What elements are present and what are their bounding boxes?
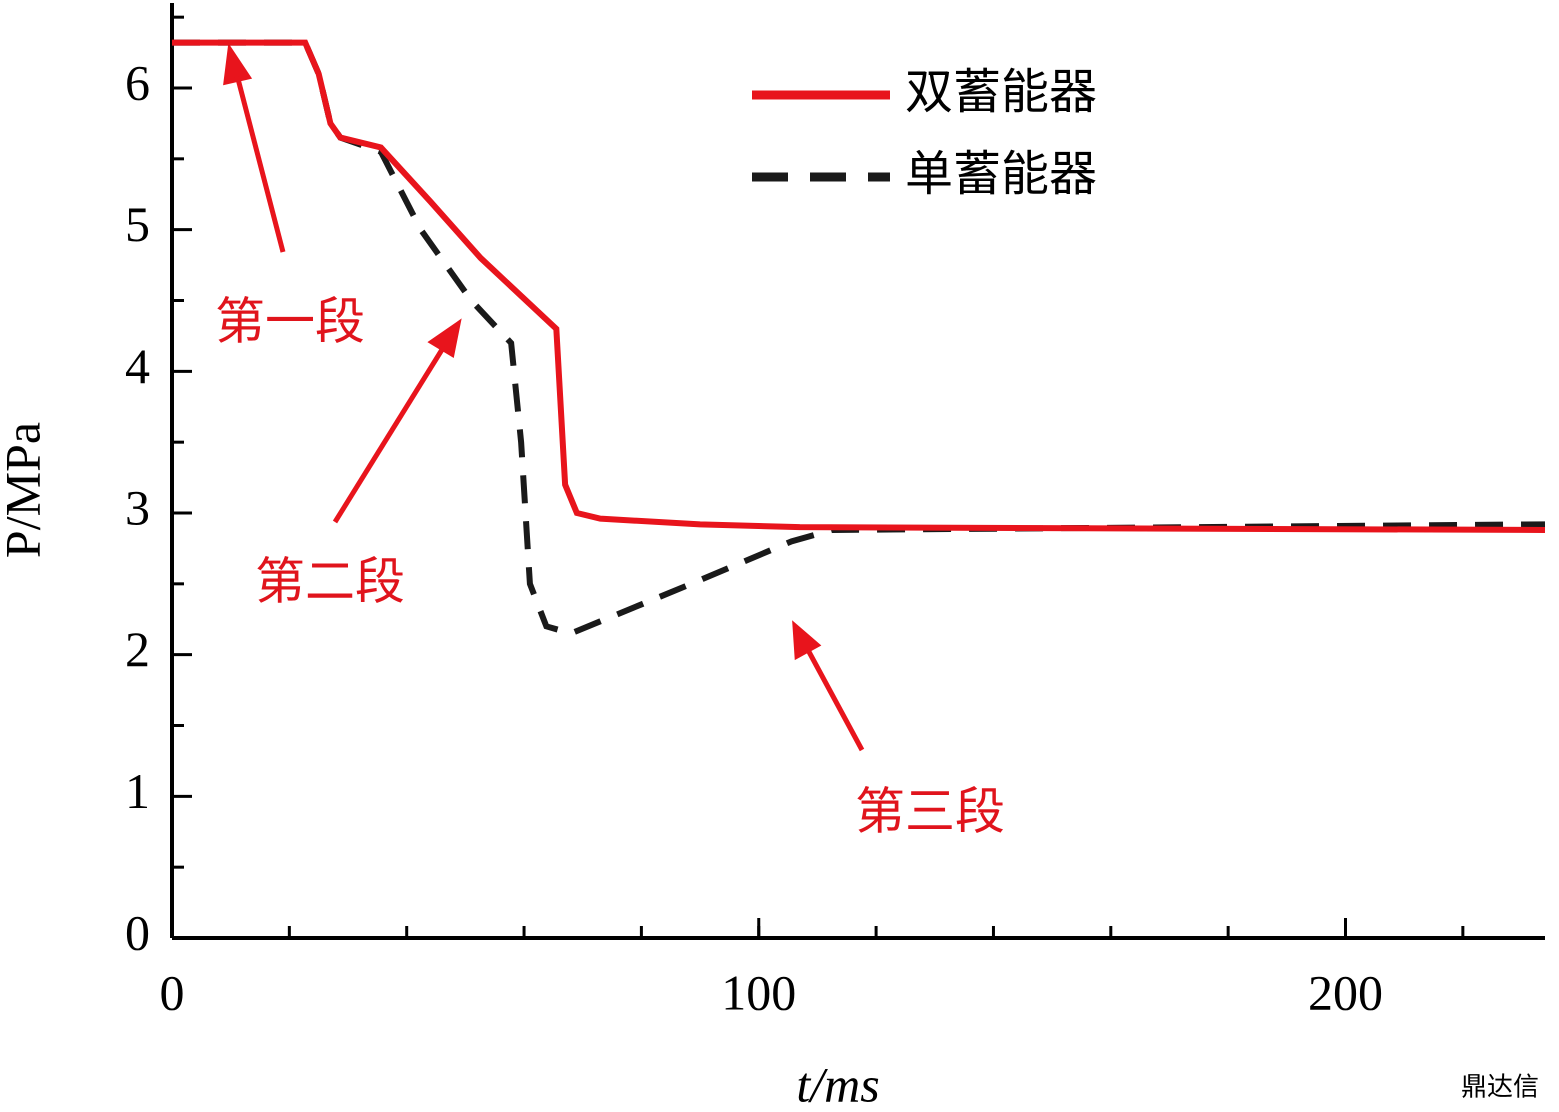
y-tick-label: 2: [125, 621, 150, 677]
x-tick-label: 100: [721, 964, 796, 1020]
arrow-head: [223, 43, 253, 86]
y-axis-label: P/MPa: [0, 422, 50, 558]
y-tick-label: 1: [125, 763, 150, 819]
arrow: [805, 648, 865, 752]
y-tick-label: 6: [125, 54, 150, 110]
line-series: [172, 39, 1546, 637]
y-tick-label: 3: [125, 479, 150, 535]
line-series: [172, 39, 1546, 533]
arrow: [332, 346, 446, 524]
arrow: [234, 74, 286, 253]
legend-label: 单蓄能器: [905, 146, 1097, 202]
arrows: [223, 43, 865, 752]
arrow-head: [792, 620, 822, 661]
annotation: 第三段: [855, 783, 1005, 841]
x-tick-label: 200: [1308, 964, 1383, 1020]
y-tick-label: 5: [125, 196, 150, 252]
annotation: 第二段: [255, 553, 405, 611]
y-tick-label: 4: [125, 338, 150, 394]
x-axis-label: t/ms: [796, 1056, 879, 1112]
x-tick-label: 0: [160, 964, 185, 1020]
annotation: 第一段: [215, 293, 365, 351]
legend-label: 双蓄能器: [905, 64, 1097, 120]
y-tick-label: 0: [125, 904, 150, 960]
arrow-head: [427, 318, 462, 358]
watermark: 鼎达信: [1461, 1073, 1539, 1103]
